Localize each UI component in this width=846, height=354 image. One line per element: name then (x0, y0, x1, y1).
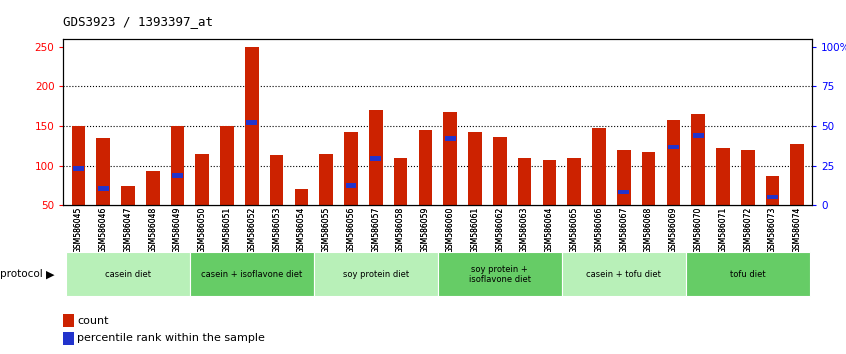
Bar (691, 114, 705, 205)
Bar (245, 47, 259, 205)
Bar (686, 252, 810, 296)
Bar (314, 252, 437, 296)
Text: GSM586061: GSM586061 (470, 207, 480, 253)
Text: soy protein +
isoflavone diet: soy protein + isoflavone diet (469, 265, 530, 284)
Bar (371, 156, 382, 161)
Bar (172, 173, 183, 178)
Bar (72, 126, 85, 205)
Bar (618, 190, 629, 194)
Text: GSM586068: GSM586068 (644, 207, 653, 253)
Bar (445, 136, 456, 141)
Bar (66, 252, 190, 296)
Bar (642, 152, 656, 205)
Bar (542, 160, 556, 205)
Bar (344, 132, 358, 205)
Text: GSM586050: GSM586050 (198, 207, 206, 253)
Text: GSM586071: GSM586071 (718, 207, 728, 253)
Bar (171, 126, 184, 205)
Bar (667, 145, 678, 149)
Text: casein + tofu diet: casein + tofu diet (586, 270, 662, 279)
Bar (63, 332, 74, 345)
Text: ▶: ▶ (46, 269, 54, 279)
Text: GSM586062: GSM586062 (495, 207, 504, 253)
Text: GSM586063: GSM586063 (520, 207, 529, 253)
Text: GSM586073: GSM586073 (768, 207, 777, 253)
Text: GSM586045: GSM586045 (74, 207, 83, 253)
Bar (419, 130, 432, 205)
Text: GDS3923 / 1393397_at: GDS3923 / 1393397_at (63, 15, 213, 28)
Bar (767, 195, 778, 199)
Bar (562, 252, 686, 296)
Text: GSM586055: GSM586055 (321, 207, 331, 253)
Bar (693, 133, 704, 138)
Bar (518, 158, 531, 205)
Bar (96, 138, 110, 205)
Text: GSM586065: GSM586065 (569, 207, 579, 253)
Bar (121, 185, 135, 205)
Text: GSM586066: GSM586066 (595, 207, 603, 253)
Text: GSM586049: GSM586049 (173, 207, 182, 253)
Text: GSM586056: GSM586056 (347, 207, 355, 253)
Bar (345, 183, 356, 188)
Text: GSM586048: GSM586048 (148, 207, 157, 253)
Text: tofu diet: tofu diet (730, 270, 766, 279)
Bar (790, 144, 804, 205)
Text: GSM586064: GSM586064 (545, 207, 554, 253)
Text: GSM586058: GSM586058 (396, 207, 405, 253)
Bar (766, 176, 779, 205)
Bar (443, 112, 457, 205)
Bar (246, 120, 257, 125)
Text: GSM586052: GSM586052 (247, 207, 256, 253)
Text: GSM586060: GSM586060 (446, 207, 454, 253)
Bar (63, 314, 74, 327)
Text: GSM586057: GSM586057 (371, 207, 381, 253)
Text: GSM586047: GSM586047 (124, 207, 133, 253)
Text: casein diet: casein diet (105, 270, 151, 279)
Bar (270, 155, 283, 205)
Bar (592, 129, 606, 205)
Bar (741, 150, 755, 205)
Text: GSM586053: GSM586053 (272, 207, 281, 253)
Bar (190, 252, 314, 296)
Text: GSM586051: GSM586051 (222, 207, 232, 253)
Bar (320, 154, 333, 205)
Bar (220, 126, 233, 205)
Bar (294, 189, 308, 205)
Text: casein + isoflavone diet: casein + isoflavone diet (201, 270, 303, 279)
Bar (568, 158, 581, 205)
Text: soy protein diet: soy protein diet (343, 270, 409, 279)
Text: GSM586069: GSM586069 (669, 207, 678, 253)
Bar (369, 110, 382, 205)
Text: GSM586074: GSM586074 (793, 207, 802, 253)
Bar (437, 252, 562, 296)
Bar (146, 171, 160, 205)
Text: GSM586059: GSM586059 (421, 207, 430, 253)
Bar (195, 154, 209, 205)
Bar (97, 186, 108, 191)
Text: GSM586046: GSM586046 (99, 207, 107, 253)
Text: protocol: protocol (0, 269, 43, 279)
Bar (667, 120, 680, 205)
Text: GSM586070: GSM586070 (694, 207, 703, 253)
Text: percentile rank within the sample: percentile rank within the sample (77, 333, 266, 343)
Bar (468, 132, 482, 205)
Bar (617, 150, 630, 205)
Text: GSM586067: GSM586067 (619, 207, 629, 253)
Bar (393, 158, 408, 205)
Text: GSM586072: GSM586072 (743, 207, 752, 253)
Bar (73, 166, 84, 171)
Bar (493, 137, 507, 205)
Text: GSM586054: GSM586054 (297, 207, 306, 253)
Text: count: count (77, 316, 109, 326)
Bar (716, 148, 730, 205)
